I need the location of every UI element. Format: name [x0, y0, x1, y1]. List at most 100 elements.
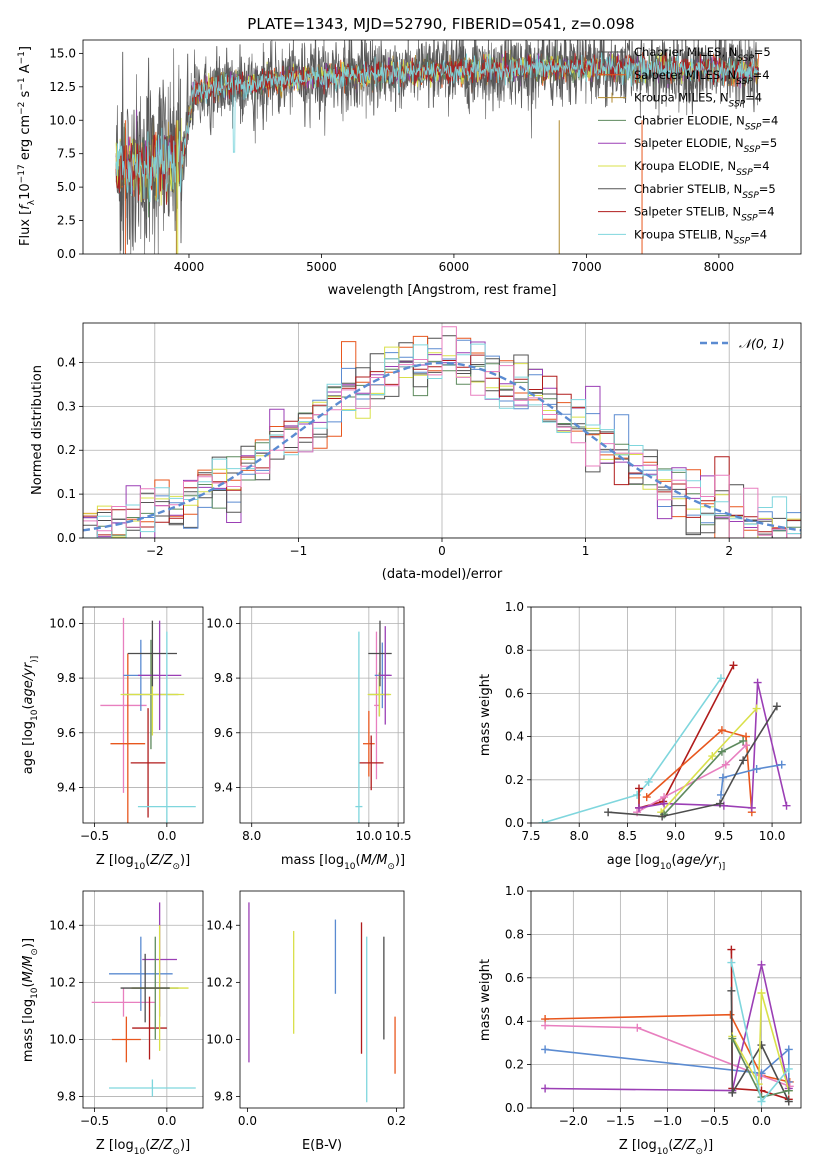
y-tick-label: 0.8 — [505, 927, 524, 941]
legend: Chabrier MILES, NSSP=5 Salpeter MILES, NS… — [598, 45, 778, 246]
x-axis-label: Z [log10(Z/Z⊙)] — [96, 853, 190, 872]
legend-label-5: Kroupa ELODIE, NSSP=4 — [634, 159, 770, 178]
x-tick-label: 8.5 — [618, 829, 637, 843]
errorbar-point-0 — [100, 617, 147, 793]
y-tick-label: 15.0 — [49, 46, 76, 60]
histogram-9 — [83, 326, 801, 538]
y-tick-label: 2.5 — [57, 214, 76, 228]
x-axis-label: E(B-V) — [302, 1138, 342, 1153]
y-axis-label: mass weight — [478, 674, 493, 756]
axes-frame — [530, 890, 802, 1109]
axes-age-vs-Z: −0.5 0.0 9.4 9.6 9.8 10.0 Z [log10(Z/Z⊙)] age [… — [21, 606, 204, 872]
y-axis-label: mass [log10(M/M⊙)] — [21, 938, 40, 1062]
x-axis-label: age [log10(age/yr)] — [607, 853, 725, 872]
axes-frame — [530, 606, 802, 824]
figure-title: PLATE=1343, MJD=52790, FIBERID=0541, z=0… — [247, 15, 634, 33]
x-tick-label: 1 — [582, 544, 590, 558]
axes-frame — [82, 39, 802, 255]
y-tick-label: 0.4 — [57, 355, 76, 369]
y-tick-label: 9.4 — [214, 780, 233, 794]
weight-line-3 — [545, 964, 790, 1092]
axes-frame — [82, 890, 204, 1109]
weight-marker — [784, 1045, 793, 1054]
weight-marker — [717, 726, 726, 735]
weight-marker — [716, 790, 725, 799]
weight-marker — [660, 799, 669, 808]
weight-marker — [726, 1010, 735, 1019]
y-tick-label: 0.2 — [57, 443, 76, 457]
axes-mass-vs-EBV: 0.0 0.2 9.8 10.0 10.2 10.4 E(B-V) — [206, 890, 406, 1153]
x-tick-label: 9.5 — [714, 829, 733, 843]
y-axis-label: mass weight — [478, 959, 493, 1041]
weight-marker — [739, 756, 748, 765]
x-axis-label: wavelength [Angstrom, rest frame] — [328, 283, 557, 298]
legend-label-7: Salpeter STELIB, NSSP=4 — [634, 205, 775, 224]
y-axis-label: age [log10(age/yr)] — [21, 656, 40, 774]
plot-area-mass-vs-EBV — [248, 902, 396, 1103]
weight-marker — [644, 777, 653, 786]
legend-label-2: Kroupa MILES, NSSP=4 — [634, 91, 762, 110]
x-tick-label: 4000 — [174, 260, 205, 274]
weight-marker — [782, 801, 791, 810]
errorbar-point-4 — [132, 996, 167, 1060]
y-tick-label: 0.3 — [57, 399, 76, 413]
weight-line-0 — [542, 677, 722, 823]
y-tick-label: 0.0 — [505, 816, 524, 830]
plot-area-weight-vs-Z — [531, 891, 801, 1108]
x-tick-label: −1.0 — [653, 1114, 682, 1128]
y-tick-label: 0.0 — [57, 531, 76, 545]
weight-marker — [717, 747, 726, 756]
y-tick-label: 10.0 — [206, 616, 233, 630]
weight-marker — [728, 1088, 737, 1097]
weight-marker — [742, 732, 751, 741]
y-tick-label: 10.2 — [49, 975, 76, 989]
y-tick-label: 10.0 — [49, 616, 76, 630]
x-tick-label: −0.5 — [80, 1114, 109, 1128]
x-tick-label: 6000 — [439, 260, 470, 274]
spectrum-line-6 — [115, 40, 760, 254]
y-tick-label: 10.4 — [206, 918, 233, 932]
errorbar-point-2 — [358, 735, 384, 791]
weight-marker — [718, 773, 727, 782]
weight-marker — [635, 784, 643, 793]
errorbar-point-1 — [374, 631, 379, 780]
weight-marker — [752, 765, 761, 773]
weight-marker — [541, 1045, 550, 1054]
y-tick-label: 0.2 — [505, 773, 524, 787]
x-tick-label: 8000 — [704, 260, 735, 274]
y-tick-label: 0.8 — [505, 643, 524, 657]
legend-label-8: Kroupa STELIB, NSSP=4 — [634, 227, 767, 246]
errorbar-point-6 — [130, 708, 166, 818]
legend-label-1: Salpeter MILES, NSSP=4 — [634, 68, 770, 87]
weight-marker — [541, 1021, 550, 1030]
y-tick-label: 0.2 — [505, 1058, 524, 1072]
plot-area-residuals — [83, 323, 801, 538]
x-tick-label: 0.0 — [157, 1114, 176, 1128]
x-tick-label: −0.5 — [80, 829, 109, 843]
weight-marker — [727, 986, 736, 995]
weight-marker — [716, 799, 724, 808]
errorbar-point-2 — [109, 936, 173, 1011]
y-tick-label: 7.5 — [57, 147, 76, 161]
weight-marker — [642, 793, 651, 802]
y-tick-label: 5.0 — [57, 180, 76, 194]
weight-line-7 — [720, 763, 782, 795]
y-tick-label: 10.4 — [49, 918, 76, 932]
weight-marker — [658, 812, 667, 821]
axes-frame — [239, 890, 405, 1109]
weight-marker — [784, 1086, 793, 1095]
axes-frame — [82, 322, 802, 539]
y-tick-label: 10.0 — [49, 113, 76, 127]
weight-line-1 — [545, 1024, 790, 1088]
x-tick-label: 10.0 — [355, 829, 382, 843]
weight-marker — [747, 803, 756, 812]
errorbar-point-7 — [120, 953, 170, 1023]
x-tick-label: 8.0 — [570, 829, 589, 843]
y-axis-label: Flux [fλ10−17 erg cm−2 s−1 A−1] — [17, 46, 37, 246]
x-tick-label: 0.0 — [238, 1114, 257, 1128]
x-tick-label: −1.5 — [606, 1114, 635, 1128]
plot-area-age-vs-Z — [83, 607, 203, 823]
weight-marker — [708, 752, 717, 761]
y-tick-label: 0.0 — [505, 1101, 524, 1115]
